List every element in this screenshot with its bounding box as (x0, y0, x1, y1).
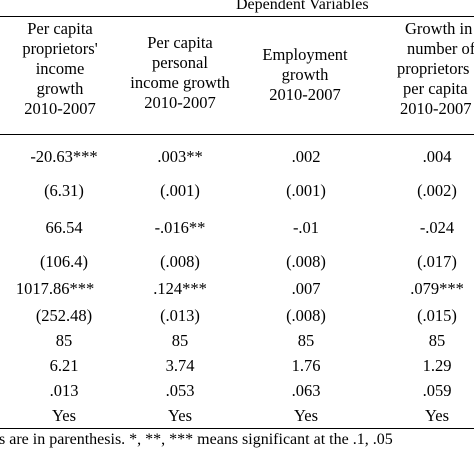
header-line: Growth in (405, 19, 473, 38)
table-cell: (.001) (286, 181, 326, 200)
header-line: Per capita (147, 33, 213, 52)
header-line: income growth (130, 73, 230, 92)
table-cell: 66.54 (45, 218, 83, 237)
table-cell: (.015) (417, 306, 457, 325)
table-cell: (252.48) (35, 306, 93, 325)
table-cell: (.013) (160, 306, 200, 325)
table-cell: .124*** (153, 279, 207, 298)
table-cell: 1.29 (422, 356, 452, 375)
header-proprietors-count-growth: Growth in number of proprietors per capi… (397, 19, 474, 119)
table-cell: (.008) (160, 252, 200, 271)
header-line: growth (36, 79, 84, 98)
table-cell: -.01 (292, 218, 320, 237)
table-cell: .004 (422, 147, 452, 166)
table-cell: (.008) (286, 252, 326, 271)
header-line: 2010-2007 (24, 99, 96, 118)
header-line: personal (152, 53, 208, 72)
table-cell: Yes (293, 406, 319, 425)
table-cell: (.008) (286, 306, 326, 325)
header-line: per capita (403, 79, 468, 98)
header-rule (0, 134, 474, 135)
table-cell: Yes (424, 406, 450, 425)
header-employment-growth: Employment growth 2010-2007 (245, 45, 365, 105)
table-cell: 85 (171, 331, 189, 350)
title-underline (0, 16, 474, 17)
table-cell: Yes (51, 406, 77, 425)
table-cell: .013 (49, 381, 79, 400)
table-cell: Yes (167, 406, 193, 425)
table-cell: .079*** (410, 279, 464, 298)
table-cell: .007 (291, 279, 321, 298)
table-cell: -.016** (154, 218, 206, 237)
header-line: Employment (262, 45, 348, 64)
table-cell: -20.63*** (30, 147, 98, 166)
table-cell: (106.4) (39, 252, 89, 271)
table-cell: (6.31) (44, 181, 84, 200)
table-cell: -.024 (419, 218, 455, 237)
table-cell: 1.76 (291, 356, 321, 375)
header-line: proprietors (397, 59, 470, 78)
bottom-rule (0, 428, 474, 429)
table-cell: 85 (297, 331, 315, 350)
table-cell: (.017) (417, 252, 457, 271)
header-line: number of (407, 39, 474, 58)
table-footnote: s are in parenthesis. *, **, *** means s… (0, 431, 393, 448)
table-cell: 3.74 (165, 356, 195, 375)
table-cell: 85 (428, 331, 446, 350)
header-line: 2010-2007 (400, 99, 472, 118)
table-cell: 6.21 (49, 356, 79, 375)
table-cell: 85 (55, 331, 73, 350)
table-cell: (.001) (160, 181, 200, 200)
table-cell: .003** (157, 147, 203, 166)
header-line: income (35, 59, 85, 78)
header-proprietors-income-growth: Per capita proprietors' income growth 20… (0, 19, 130, 119)
header-line: 2010-2007 (144, 93, 216, 112)
table-cell: .002 (291, 147, 321, 166)
dependent-variables-title: Dependent Variables (236, 0, 369, 13)
table-cell: .059 (422, 381, 452, 400)
header-line: growth (281, 65, 329, 84)
table-cell: 1017.86*** (15, 279, 95, 298)
header-line: proprietors' (22, 39, 98, 58)
header-personal-income-growth: Per capita personal income growth 2010-2… (110, 33, 250, 113)
table-cell: .053 (165, 381, 195, 400)
header-line: 2010-2007 (269, 85, 341, 104)
table-cell: (.002) (417, 181, 457, 200)
header-line: Per capita (27, 19, 93, 38)
table-cell: .063 (291, 381, 321, 400)
